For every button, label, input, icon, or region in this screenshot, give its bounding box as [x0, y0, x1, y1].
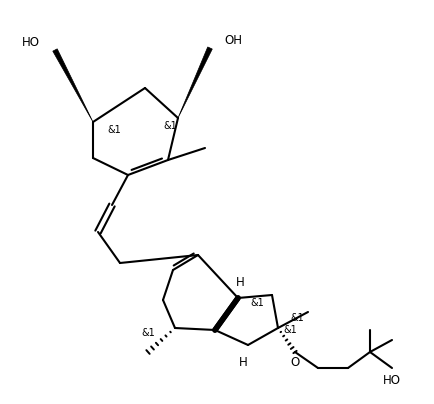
Text: HO: HO — [382, 375, 400, 387]
Text: OH: OH — [224, 34, 241, 46]
Polygon shape — [53, 49, 93, 122]
Text: &1: &1 — [107, 125, 121, 135]
Text: H: H — [238, 356, 247, 368]
Text: H: H — [235, 276, 244, 288]
Polygon shape — [178, 47, 212, 118]
Text: HO: HO — [22, 36, 40, 48]
Text: &1: &1 — [289, 313, 303, 323]
Text: &1: &1 — [250, 298, 263, 308]
Text: &1: &1 — [141, 328, 155, 338]
Text: O: O — [290, 356, 299, 368]
Text: &1: &1 — [163, 121, 176, 131]
Text: &1: &1 — [283, 325, 296, 335]
